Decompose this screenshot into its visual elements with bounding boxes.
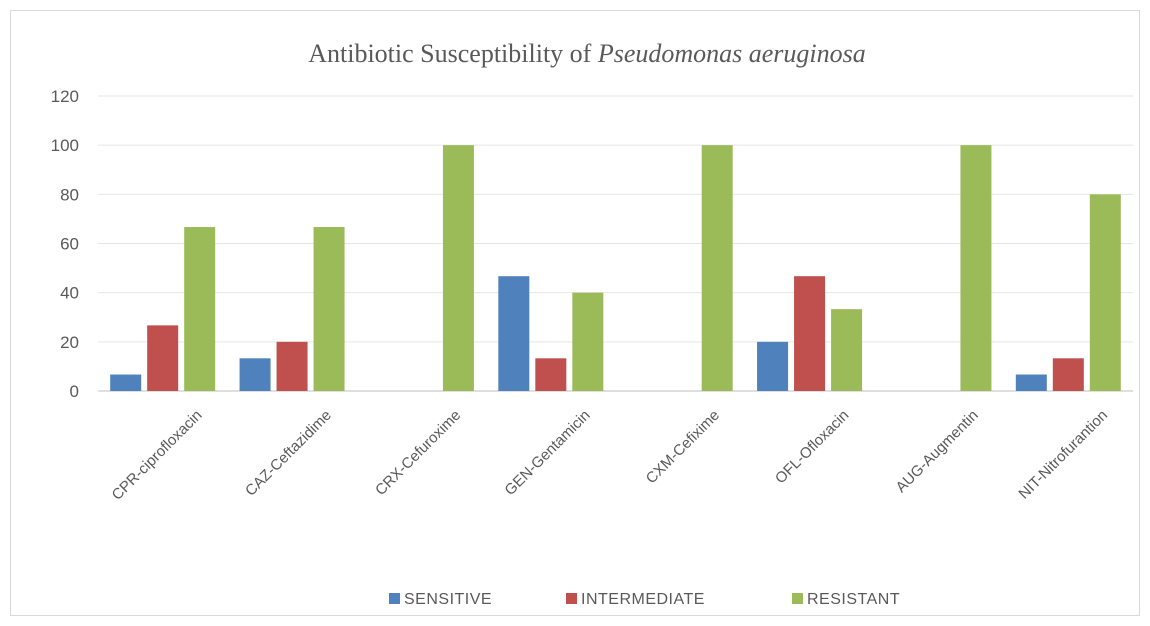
legend-swatch-resistant [792,593,803,604]
y-tick-label: 20 [60,333,79,352]
x-axis-labels: CPR-ciprofloxacin CAZ-Ceftazidime CRX-Cefu… [109,407,1112,504]
bar-intermediate-5 [794,276,826,391]
legend-swatch-intermediate [566,593,577,604]
y-tick-label: 120 [51,87,79,106]
y-tick-label: 80 [60,185,79,204]
legend-label-sensitive: SENSITIVE [404,591,492,608]
bar-resistant-2 [442,145,474,391]
bar-intermediate-1 [276,341,308,391]
bars [110,145,1121,391]
y-tick-label: 40 [60,284,79,303]
bar-resistant-5 [831,309,863,391]
x-tick-label: GEN-Gentamicin [501,407,593,499]
y-tick-label: 0 [70,382,79,401]
bar-resistant-7 [1089,194,1121,391]
bar-sensitive-0 [110,374,142,391]
x-tick-label: CPR-ciprofloxacin [109,407,206,504]
x-tick-label: CRX-Cefuroxime [372,407,464,499]
y-axis-ticks: 0 20 40 60 80 100 120 [51,87,79,401]
bar-sensitive-3 [498,276,530,391]
bar-resistant-4 [701,145,733,391]
x-tick-label: CXM-Cefixime [643,407,723,487]
bar-intermediate-7 [1052,358,1084,391]
chart-title-italic: Pseudomonas aeruginosa [597,39,866,68]
bar-intermediate-0 [147,325,179,391]
legend: SENSITIVE INTERMEDIATE RESISTANT [389,591,900,608]
bar-resistant-0 [184,227,216,391]
bar-resistant-1 [313,227,345,391]
x-tick-label: OFL-Ofloxacin [772,407,852,487]
x-tick-label: AUG-Augmentin [893,407,982,496]
bar-sensitive-7 [1015,374,1047,391]
y-tick-label: 100 [51,136,79,155]
chart-title-main: Antibiotic Susceptibility of [308,39,598,68]
bar-sensitive-1 [239,358,271,391]
x-tick-label: CAZ-Ceftazidime [242,407,335,500]
legend-label-resistant: RESISTANT [807,591,900,608]
bar-resistant-3 [572,292,604,391]
chart-title: Antibiotic Susceptibility of Pseudomonas… [308,39,866,68]
bar-sensitive-5 [757,341,789,391]
bar-resistant-6 [960,145,992,391]
legend-swatch-sensitive [389,593,400,604]
bar-intermediate-3 [535,358,567,391]
x-tick-label: NIT-Nitrofurantion [1015,407,1111,503]
y-tick-label: 60 [60,235,79,254]
legend-label-intermediate: INTERMEDIATE [581,591,705,608]
